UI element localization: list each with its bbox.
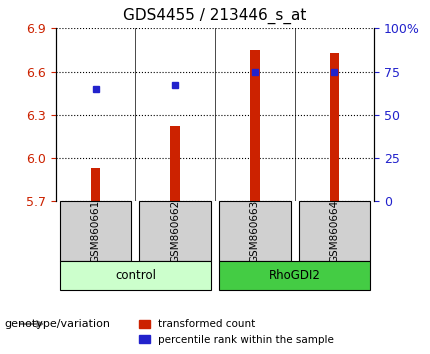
Text: RhoGDI2: RhoGDI2 [269, 269, 320, 282]
Title: GDS4455 / 213446_s_at: GDS4455 / 213446_s_at [123, 8, 307, 24]
Bar [91, 168, 101, 201]
Bar [170, 126, 180, 201]
Text: GSM860663: GSM860663 [250, 199, 260, 263]
FancyBboxPatch shape [60, 261, 211, 290]
FancyBboxPatch shape [139, 201, 211, 261]
FancyBboxPatch shape [298, 201, 370, 261]
FancyBboxPatch shape [219, 261, 370, 290]
Text: GSM860661: GSM860661 [91, 199, 101, 263]
Bar [250, 50, 260, 201]
Text: GSM860662: GSM860662 [170, 199, 180, 263]
Text: control: control [115, 269, 156, 282]
FancyBboxPatch shape [219, 201, 291, 261]
Text: genotype/variation: genotype/variation [4, 319, 111, 329]
FancyBboxPatch shape [60, 201, 132, 261]
Bar [329, 53, 339, 201]
Text: GSM860664: GSM860664 [329, 199, 339, 263]
Legend: transformed count, percentile rank within the sample: transformed count, percentile rank withi… [135, 315, 338, 349]
